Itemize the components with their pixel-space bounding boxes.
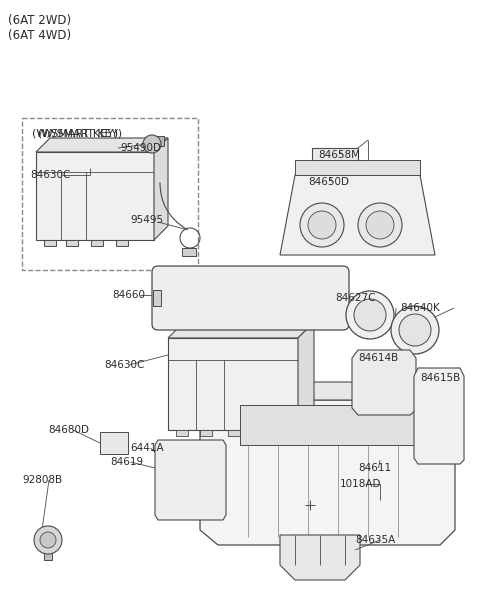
Text: 84658M: 84658M (318, 150, 360, 160)
Circle shape (143, 135, 161, 153)
Text: 84627C: 84627C (335, 293, 375, 303)
Circle shape (40, 532, 56, 548)
Bar (200, 430, 212, 436)
Bar (153, 290, 161, 306)
Polygon shape (168, 322, 314, 338)
Polygon shape (240, 405, 418, 445)
Text: 84615B: 84615B (420, 373, 460, 383)
Bar (116, 240, 128, 246)
Bar (228, 430, 240, 436)
Text: 84611: 84611 (358, 463, 391, 473)
Circle shape (346, 291, 394, 339)
Polygon shape (298, 322, 314, 430)
Text: 84660: 84660 (112, 290, 145, 300)
Text: 84680D: 84680D (48, 425, 89, 435)
Text: 84635A: 84635A (355, 535, 395, 545)
Circle shape (366, 211, 394, 239)
Polygon shape (155, 440, 226, 520)
Text: 6441A: 6441A (130, 443, 164, 453)
Polygon shape (168, 338, 298, 430)
Bar (66, 240, 78, 246)
Text: 1018AD: 1018AD (340, 479, 382, 489)
Polygon shape (312, 148, 358, 168)
Circle shape (354, 299, 386, 331)
Circle shape (300, 203, 344, 247)
Polygon shape (36, 152, 154, 240)
Bar (182, 248, 196, 256)
FancyBboxPatch shape (152, 266, 349, 330)
Polygon shape (280, 535, 360, 580)
Circle shape (399, 314, 431, 346)
Text: 84630C: 84630C (30, 170, 71, 180)
Bar (148, 136, 164, 146)
Circle shape (358, 203, 402, 247)
Text: 95495: 95495 (130, 215, 163, 225)
Polygon shape (352, 350, 416, 415)
Polygon shape (414, 368, 464, 464)
Text: 84630C: 84630C (104, 360, 144, 370)
Text: 84619: 84619 (110, 457, 143, 467)
Bar (100, 432, 128, 454)
Bar (22, 118, 198, 270)
Bar (176, 430, 188, 436)
Polygon shape (218, 382, 440, 400)
Circle shape (34, 526, 62, 554)
Bar (91, 240, 103, 246)
Bar (256, 430, 268, 436)
Text: 84650D: 84650D (308, 177, 349, 187)
Polygon shape (280, 175, 435, 255)
Circle shape (308, 211, 336, 239)
Text: (W/SMART KEY): (W/SMART KEY) (32, 128, 118, 138)
Circle shape (391, 306, 439, 354)
Polygon shape (154, 138, 168, 240)
Polygon shape (200, 400, 455, 545)
Polygon shape (36, 138, 168, 152)
Text: 84614B: 84614B (358, 353, 398, 363)
Text: (6AT 2WD)
(6AT 4WD): (6AT 2WD) (6AT 4WD) (8, 14, 71, 42)
Bar (44, 552, 52, 560)
Text: (W/SMART KEY): (W/SMART KEY) (38, 128, 122, 138)
Text: 84640K: 84640K (400, 303, 440, 313)
Text: 92808B: 92808B (22, 475, 62, 485)
Polygon shape (295, 160, 420, 175)
Bar (44, 240, 56, 246)
Text: 95490D: 95490D (120, 143, 161, 153)
